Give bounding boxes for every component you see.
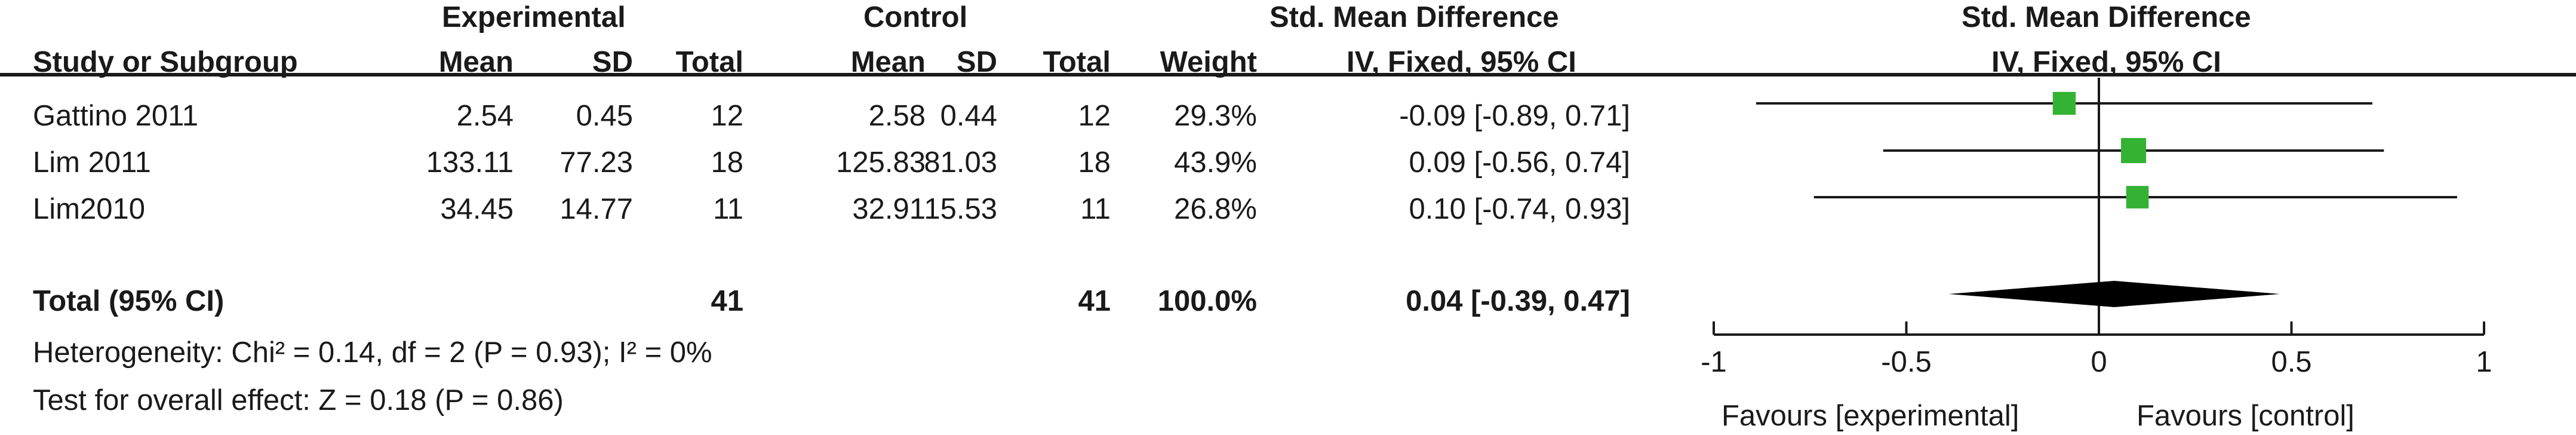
total-e: 18	[711, 146, 743, 179]
study-marker	[2121, 138, 2147, 163]
weight: 43.9%	[1174, 146, 1257, 179]
study-name: Lim 2011	[33, 146, 151, 179]
col-sd-e: SD	[592, 46, 633, 78]
weight: 26.8%	[1174, 193, 1257, 225]
x-tick-label: 0.5	[2271, 346, 2311, 378]
study-marker	[2052, 91, 2076, 115]
mean-e: 2.54	[456, 100, 514, 132]
header-control: Control	[863, 1, 968, 33]
sd-e: 14.77	[560, 193, 633, 225]
ci-text: 0.10 [-0.74, 0.93]	[1409, 193, 1631, 225]
col-mean-e: Mean	[438, 46, 514, 78]
col-sd-c: SD	[956, 46, 997, 78]
ci-text: -0.09 [-0.89, 0.71]	[1399, 100, 1630, 132]
sd-e: 77.23	[560, 146, 633, 179]
mean-e: 133.11	[426, 146, 514, 179]
total-c: 11	[1080, 193, 1111, 225]
mean-e: 34.45	[440, 193, 514, 225]
col-total-c: Total	[1043, 46, 1111, 78]
sd-c: 81.03	[924, 146, 997, 179]
total-e: 41	[711, 285, 743, 317]
study-marker	[2126, 186, 2149, 209]
col-method-right: IV, Fixed, 95% CI	[1991, 46, 2221, 78]
weight: 29.3%	[1174, 100, 1257, 132]
study-name: Gattino 2011	[33, 100, 198, 132]
mean-c: 2.58	[868, 100, 926, 132]
header-experimental: Experimental	[442, 1, 626, 33]
mean-c: 32.91	[852, 193, 926, 225]
header-smd-right: Std. Mean Difference	[1962, 1, 2251, 33]
study-name: Lim2010	[33, 193, 145, 225]
sd-e: 0.45	[576, 100, 633, 132]
total-c: 18	[1078, 146, 1111, 179]
header-rule	[0, 73, 2576, 76]
col-weight: Weight	[1160, 46, 1257, 78]
total-e: 11	[713, 193, 743, 225]
pooled-diamond	[1948, 281, 2280, 307]
sd-c: 0.44	[940, 100, 997, 132]
total-c: 12	[1078, 100, 1111, 132]
x-tick-label: 1	[2476, 346, 2492, 378]
favours-experimental-label: Favours [experimental]	[1722, 400, 2019, 432]
total-label: Total (95% CI)	[33, 285, 225, 317]
col-method-left: IV, Fixed, 95% CI	[1347, 46, 1576, 78]
x-tick-label: -0.5	[1881, 346, 1931, 378]
header-smd-left: Std. Mean Difference	[1269, 1, 1559, 33]
col-total-e: Total	[675, 46, 743, 78]
x-tick-label: -1	[1701, 346, 1727, 378]
col-study: Study or Subgroup	[33, 46, 298, 78]
total-c: 41	[1078, 285, 1111, 317]
overall-effect-text: Test for overall effect: Z = 0.18 (P = 0…	[33, 384, 564, 416]
favours-control-label: Favours [control]	[2137, 400, 2354, 432]
x-tick-label: 0	[2091, 346, 2107, 378]
ci-text: 0.09 [-0.56, 0.74]	[1409, 146, 1631, 179]
col-mean-c: Mean	[850, 46, 926, 78]
sd-c: 15.53	[924, 193, 997, 225]
total-e: 12	[711, 100, 743, 132]
total-ci-text: 0.04 [-0.39, 0.47]	[1406, 285, 1630, 317]
total-weight: 100.0%	[1157, 285, 1257, 317]
mean-c: 125.83	[836, 146, 926, 179]
heterogeneity-text: Heterogeneity: Chi² = 0.14, df = 2 (P = …	[33, 336, 712, 369]
